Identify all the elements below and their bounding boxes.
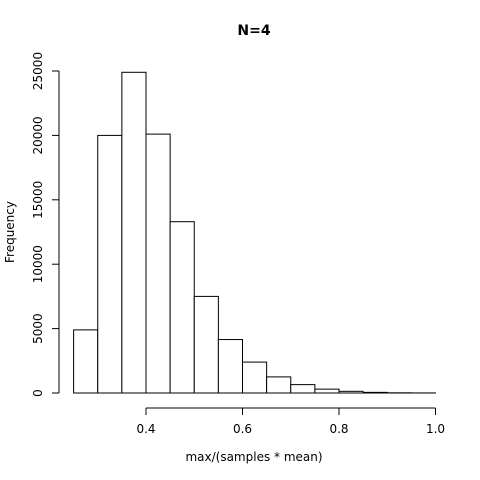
y-axis-label: Frequency <box>3 201 17 263</box>
x-tick-label-1: 0.6 <box>233 422 252 436</box>
y-axis: 0 5000 10000 15000 20000 25000 <box>31 52 60 397</box>
histogram-bar-12 <box>362 391 388 394</box>
x-axis-label: max/(samples * mean) <box>185 450 322 464</box>
histogram-bar-11 <box>338 390 364 394</box>
histogram-bar-4 <box>169 221 195 394</box>
y-tick-label-3: 15000 <box>31 181 45 219</box>
histogram-bar-7 <box>242 361 268 394</box>
x-tick-label-2: 0.8 <box>329 422 348 436</box>
histogram-bar-3 <box>145 133 171 394</box>
histogram-bar-5 <box>193 295 219 394</box>
y-tick-label-4: 20000 <box>31 116 45 154</box>
x-axis: 0.4 0.6 0.8 1.0 <box>136 407 445 436</box>
y-tick-label-5: 25000 <box>31 52 45 90</box>
x-tick-label-3: 1.0 <box>426 422 445 436</box>
y-tick-label-2: 10000 <box>31 245 45 283</box>
histogram-bar-6 <box>217 339 244 394</box>
histogram-bar-8 <box>266 376 292 394</box>
histogram-bars <box>73 71 436 394</box>
x-tick-label-0: 0.4 <box>136 422 155 436</box>
histogram-bar-10 <box>314 388 340 394</box>
histogram-bar-2 <box>121 71 147 394</box>
chart-title: N=4 <box>237 23 270 39</box>
histogram-bar-9 <box>290 384 316 394</box>
histogram-bar-0 <box>73 329 99 394</box>
histogram-bar-1 <box>97 134 123 394</box>
y-tick-label-1: 5000 <box>31 313 45 344</box>
y-tick-label-0: 0 <box>31 389 45 397</box>
